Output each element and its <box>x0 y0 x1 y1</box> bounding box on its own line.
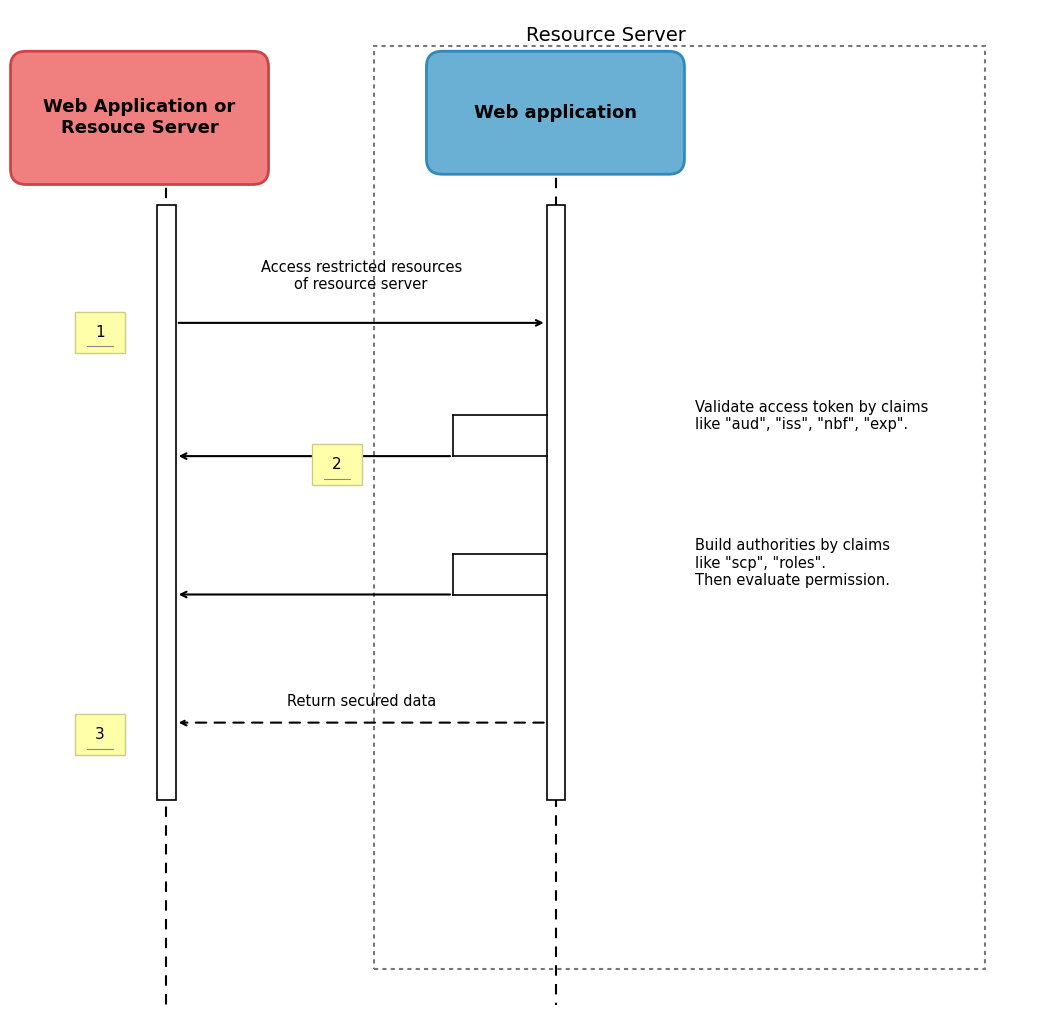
Text: 2: 2 <box>332 457 342 472</box>
Text: Web Application or
Resouce Server: Web Application or Resouce Server <box>43 98 236 137</box>
Text: Return secured data: Return secured data <box>286 694 436 709</box>
FancyBboxPatch shape <box>75 312 125 353</box>
FancyBboxPatch shape <box>312 444 362 485</box>
Bar <box>374 46 985 969</box>
Text: Build authorities by claims
like "scp", "roles".
Then evaluate permission.: Build authorities by claims like "scp", … <box>695 538 890 588</box>
FancyBboxPatch shape <box>426 51 684 174</box>
Text: Web application: Web application <box>474 104 637 122</box>
Bar <box>547 205 565 800</box>
Text: 3: 3 <box>95 728 105 742</box>
Bar <box>157 205 176 800</box>
Text: Resource Server: Resource Server <box>525 27 686 45</box>
Text: 1: 1 <box>95 325 105 339</box>
Text: Validate access token by claims
like "aud", "iss", "nbf", "exp".: Validate access token by claims like "au… <box>695 400 929 433</box>
FancyBboxPatch shape <box>11 51 269 184</box>
Text: Access restricted resources
of resource server: Access restricted resources of resource … <box>260 259 462 292</box>
FancyBboxPatch shape <box>75 714 125 755</box>
